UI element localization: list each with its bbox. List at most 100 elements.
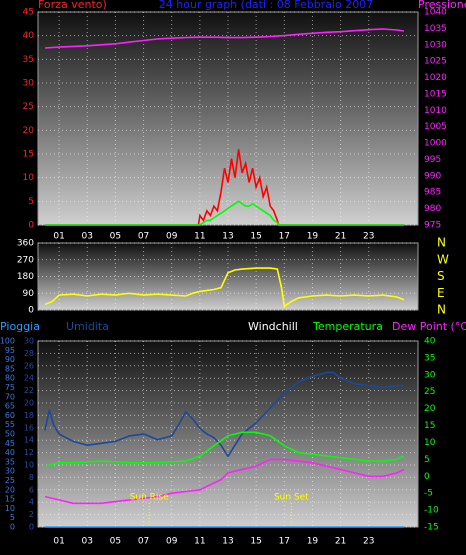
x-tick-label: 07	[138, 232, 149, 242]
y2-tick-label: 975	[424, 221, 441, 231]
y-tick-label: 100	[0, 337, 15, 346]
legend-label: Pioggia	[0, 320, 40, 333]
y2-tick-label: 5	[424, 455, 430, 465]
annotation-label: Sun Set	[274, 493, 309, 503]
x-tick-label: 01	[53, 537, 64, 547]
y-tick-label: 0	[28, 306, 34, 316]
y2-tick-label: S	[437, 269, 445, 283]
x-tick-label: 05	[110, 232, 121, 242]
legend-label: Temperatura	[312, 320, 383, 333]
y-tick-label: 55	[5, 420, 15, 429]
y2-tick-label: -15	[424, 523, 439, 533]
legend-label: Windchill	[248, 320, 298, 333]
y2-tick-label: 40	[424, 337, 436, 347]
y3-tick-label: 10	[24, 461, 34, 470]
y-tick-label: 90	[5, 355, 15, 364]
x-tick-label: 13	[222, 232, 233, 242]
y2-tick-label: -10	[424, 506, 439, 516]
y-tick-label: 30	[5, 467, 15, 476]
x-tick-label: 07	[138, 537, 149, 547]
y3-tick-label: 0	[29, 523, 34, 532]
x-tick-label: 15	[250, 537, 261, 547]
y2-tick-label: 1025	[424, 57, 447, 67]
series-line	[44, 28, 405, 49]
y-tick-label: 75	[5, 383, 15, 392]
y-tick-label: 270	[17, 255, 34, 265]
y-tick-label: 45	[5, 439, 15, 448]
x-tick-label: 03	[82, 537, 93, 547]
y3-tick-label: 2	[29, 510, 34, 519]
y2-tick-label: 985	[424, 188, 441, 198]
x-tick-label: 09	[166, 232, 178, 242]
y-tick-label: 95	[5, 346, 15, 355]
y3-tick-label: 12	[24, 448, 34, 457]
x-tick-label: 21	[335, 537, 346, 547]
x-tick-label: 23	[363, 537, 374, 547]
y2-tick-label: 990	[424, 171, 441, 181]
y2-tick-label: 1000	[424, 139, 447, 149]
y3-tick-label: 6	[29, 485, 34, 494]
y2-tick-label: N	[437, 303, 446, 317]
plot-background	[37, 11, 419, 226]
y-tick-label: 15	[5, 495, 15, 504]
y-tick-label: 0	[28, 221, 34, 231]
y2-tick-label: 1040	[424, 8, 447, 18]
y-tick-label: 70	[5, 392, 15, 401]
annotation-label: Sun Rise	[130, 493, 169, 503]
series-line	[44, 371, 404, 458]
x-tick-label: 19	[307, 537, 319, 547]
y2-tick-label: 0	[424, 472, 430, 482]
y-tick-label: 35	[5, 457, 15, 466]
y-tick-label: 25	[23, 102, 34, 112]
x-tick-label: 23	[363, 232, 374, 242]
y2-tick-label: 1005	[424, 122, 447, 132]
y3-tick-label: 4	[29, 498, 34, 507]
y3-tick-label: 22	[24, 386, 34, 395]
series-line	[45, 149, 404, 226]
y-tick-label: 5	[10, 513, 15, 522]
y-tick-label: 50	[5, 430, 15, 439]
y2-tick-label: 1020	[424, 73, 447, 83]
y-tick-label: 40	[5, 448, 15, 457]
y2-tick-label: 1030	[424, 40, 447, 50]
y3-tick-label: 24	[24, 374, 34, 383]
x-tick-label: 13	[222, 537, 233, 547]
y2-tick-label: 25	[424, 387, 435, 397]
y3-tick-label: 8	[29, 473, 34, 482]
y-tick-label: 35	[23, 55, 34, 65]
series-line	[44, 458, 405, 505]
y-tick-label: 10	[23, 173, 35, 183]
y2-tick-label: 980	[424, 204, 441, 214]
y2-tick-label: W	[437, 252, 449, 266]
y-tick-label: 360	[17, 239, 34, 249]
y2-tick-label: 1035	[424, 24, 447, 34]
x-tick-label: 05	[110, 537, 121, 547]
y-tick-label: 80	[5, 374, 15, 383]
y2-axis-title: Pressione	[418, 0, 466, 11]
y3-tick-label: 14	[24, 436, 34, 445]
y-tick-label: 45	[23, 8, 34, 18]
y-axis-title: Forza vento)	[38, 0, 107, 11]
x-tick-label: 17	[279, 537, 290, 547]
y3-tick-label: 20	[24, 399, 34, 408]
y2-tick-label: 35	[424, 353, 435, 363]
y2-tick-label: 15	[424, 421, 435, 431]
y2-tick-label: 1015	[424, 89, 447, 99]
x-tick-label: 11	[194, 537, 205, 547]
y2-tick-label: 10	[424, 438, 436, 448]
x-tick-label: 11	[194, 232, 205, 242]
y-tick-label: 90	[23, 289, 35, 299]
x-tick-label: 01	[53, 232, 64, 242]
x-tick-label: 03	[82, 232, 93, 242]
y3-tick-label: 16	[24, 423, 34, 432]
x-tick-label: 17	[279, 232, 290, 242]
y2-tick-label: 20	[424, 404, 436, 414]
y-tick-label: 10	[5, 504, 15, 513]
y3-tick-label: 26	[24, 361, 34, 370]
y2-tick-label: N	[437, 236, 446, 250]
y-tick-label: 25	[5, 476, 15, 485]
y-tick-label: 40	[23, 31, 35, 41]
legend-label: Dew Point (°C)	[392, 320, 466, 333]
y-tick-label: 65	[5, 402, 15, 411]
y-tick-label: 30	[23, 79, 35, 89]
